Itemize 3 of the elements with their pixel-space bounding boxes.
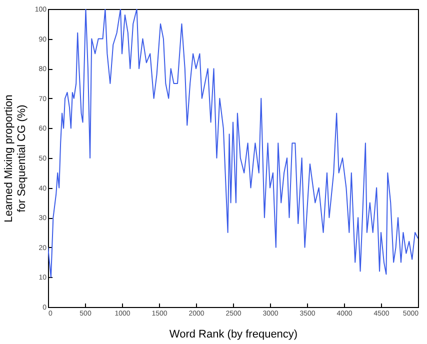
y-axis-title: Learned Mixing proportion for Sequential CG (%) <box>2 94 28 222</box>
x-axis-title: Word Rank (by frequency) <box>169 328 298 340</box>
line-series <box>48 9 418 278</box>
